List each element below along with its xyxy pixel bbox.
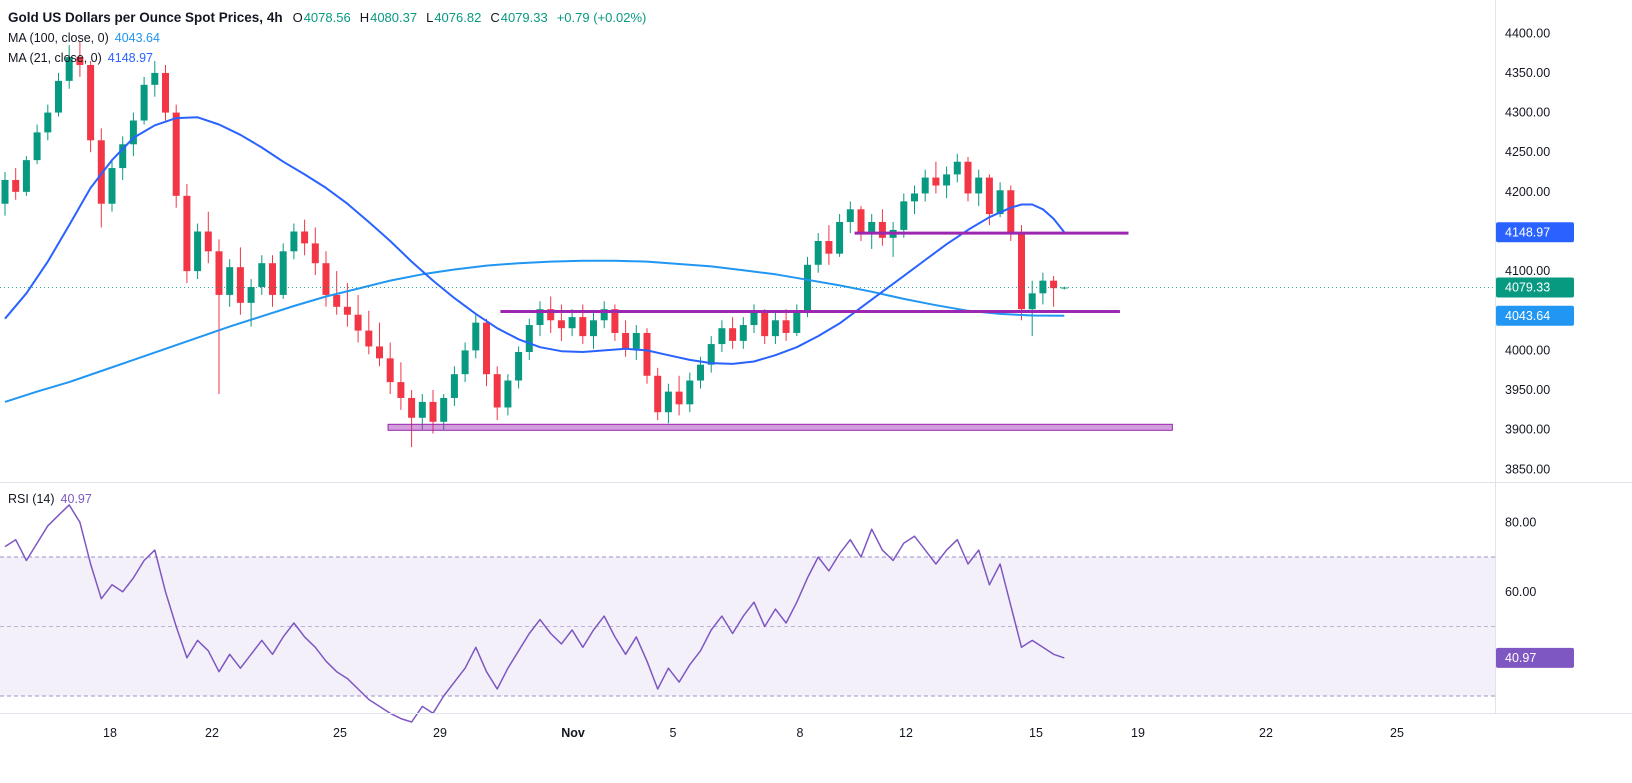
rsi-label[interactable]: RSI (14) — [8, 492, 55, 506]
time-axis[interactable] — [0, 713, 1632, 783]
time-tick-label: 19 — [1131, 726, 1145, 740]
close-readout: C 4079.33 — [490, 10, 547, 25]
time-tick-label: 15 — [1029, 726, 1043, 740]
time-tick-label: 22 — [205, 726, 219, 740]
price-badge — [1496, 222, 1574, 243]
price-tick-label: 4100.00 — [1505, 264, 1550, 278]
price-tick-label: 3900.00 — [1505, 423, 1550, 437]
time-tick-label: 12 — [899, 726, 913, 740]
high-value: 4080.37 — [370, 9, 418, 25]
time-tick-label: 8 — [797, 726, 804, 740]
rsi-value: 40.97 — [60, 492, 92, 506]
open-value: 4078.56 — [303, 9, 351, 25]
ma100-line — [4, 259, 1065, 403]
ma21-value: 4148.97 — [107, 51, 153, 65]
rsi-tick-label: 60.00 — [1505, 585, 1536, 599]
rsi-badge-label: 40.97 — [1505, 651, 1536, 665]
open-label: O — [292, 9, 303, 25]
rsi-legend-row[interactable]: RSI (14) 40.97 — [8, 489, 92, 509]
time-tick-label: Nov — [561, 726, 585, 740]
ma21-line — [4, 116, 1066, 365]
price-badge-label: 4079.33 — [1505, 281, 1550, 295]
rsi-tick-label: 80.00 — [1505, 515, 1536, 529]
price-tick-label: 4400.00 — [1505, 26, 1550, 40]
high-readout: H 4080.37 — [360, 10, 417, 25]
time-tick-label: 29 — [433, 726, 447, 740]
price-tick-label: 4000.00 — [1505, 343, 1550, 357]
price-badge-label: 4148.97 — [1505, 225, 1550, 239]
ma100-label[interactable]: MA (100, close, 0) — [8, 31, 109, 45]
time-tick-label: 25 — [1390, 726, 1404, 740]
price-tick-label: 4250.00 — [1505, 145, 1550, 159]
symbol-title[interactable]: Gold US Dollars per Ounce Spot Prices, 4… — [8, 9, 283, 25]
ma100-legend-row[interactable]: MA (100, close, 0) 4043.64 — [8, 28, 646, 48]
main-pane-legend: Gold US Dollars per Ounce Spot Prices, 4… — [8, 6, 646, 68]
close-label: C — [490, 9, 500, 25]
low-value: 4076.82 — [434, 9, 482, 25]
price-badge — [1496, 277, 1574, 298]
price-tick-label: 4350.00 — [1505, 66, 1550, 80]
time-tick-label: 18 — [103, 726, 117, 740]
symbol-legend-row[interactable]: Gold US Dollars per Ounce Spot Prices, 4… — [8, 6, 646, 28]
low-readout: L 4076.82 — [426, 10, 481, 25]
low-label: L — [426, 9, 434, 25]
ohlc-readout: O 4078.56 H 4080.37 L 4076.82 C 4079.33 … — [293, 10, 647, 25]
rsi-badge — [1496, 647, 1574, 668]
price-badge — [1496, 305, 1574, 326]
high-label: H — [359, 9, 370, 25]
ma100-value: 4043.64 — [114, 31, 160, 45]
ma21-label[interactable]: MA (21, close, 0) — [8, 51, 102, 65]
rsi-band — [0, 557, 1495, 696]
horizontal-line-drawing[interactable] — [387, 423, 1173, 431]
rsi-pane-legend: RSI (14) 40.97 — [8, 489, 92, 509]
candles — [1, 41, 1068, 448]
rsi-line — [4, 504, 1065, 723]
close-value: 4079.33 — [500, 9, 548, 25]
time-tick-label: 25 — [333, 726, 347, 740]
price-tick-label: 4300.00 — [1505, 106, 1550, 120]
price-tick-label: 4200.00 — [1505, 185, 1550, 199]
price-badge-label: 4043.64 — [1505, 309, 1550, 323]
price-tick-label: 3850.00 — [1505, 462, 1550, 476]
ma21-legend-row[interactable]: MA (21, close, 0) 4148.97 — [8, 48, 646, 68]
change-value: +0.79 (+0.02%) — [556, 9, 647, 25]
price-tick-label: 3950.00 — [1505, 383, 1550, 397]
open-readout: O 4078.56 — [293, 10, 351, 25]
time-tick-label: 22 — [1259, 726, 1273, 740]
time-tick-label: 5 — [670, 726, 677, 740]
